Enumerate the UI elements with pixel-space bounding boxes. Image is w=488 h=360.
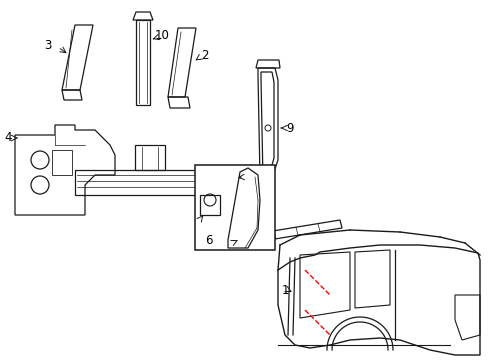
- Text: 6: 6: [204, 234, 212, 247]
- Text: 4: 4: [4, 131, 12, 144]
- Bar: [195, 165, 274, 250]
- Text: 7: 7: [224, 239, 231, 252]
- Text: 2: 2: [201, 49, 208, 62]
- Text: 9: 9: [285, 122, 293, 135]
- Text: 8: 8: [246, 168, 253, 181]
- Text: 3: 3: [44, 39, 52, 51]
- Text: 10: 10: [154, 28, 169, 41]
- Text: 1: 1: [281, 284, 288, 297]
- Text: 5: 5: [194, 216, 201, 229]
